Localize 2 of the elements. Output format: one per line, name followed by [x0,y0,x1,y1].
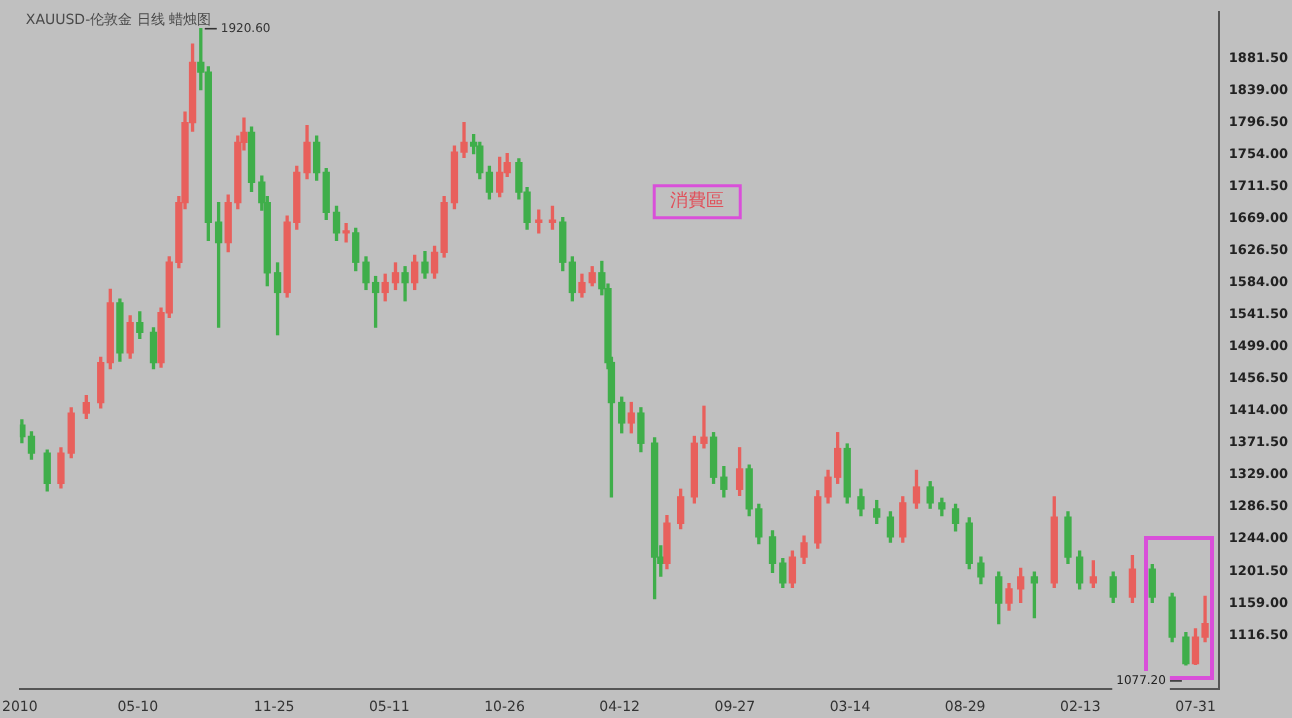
candlestick [342,223,350,243]
annotation: 消費區 [670,190,725,213]
